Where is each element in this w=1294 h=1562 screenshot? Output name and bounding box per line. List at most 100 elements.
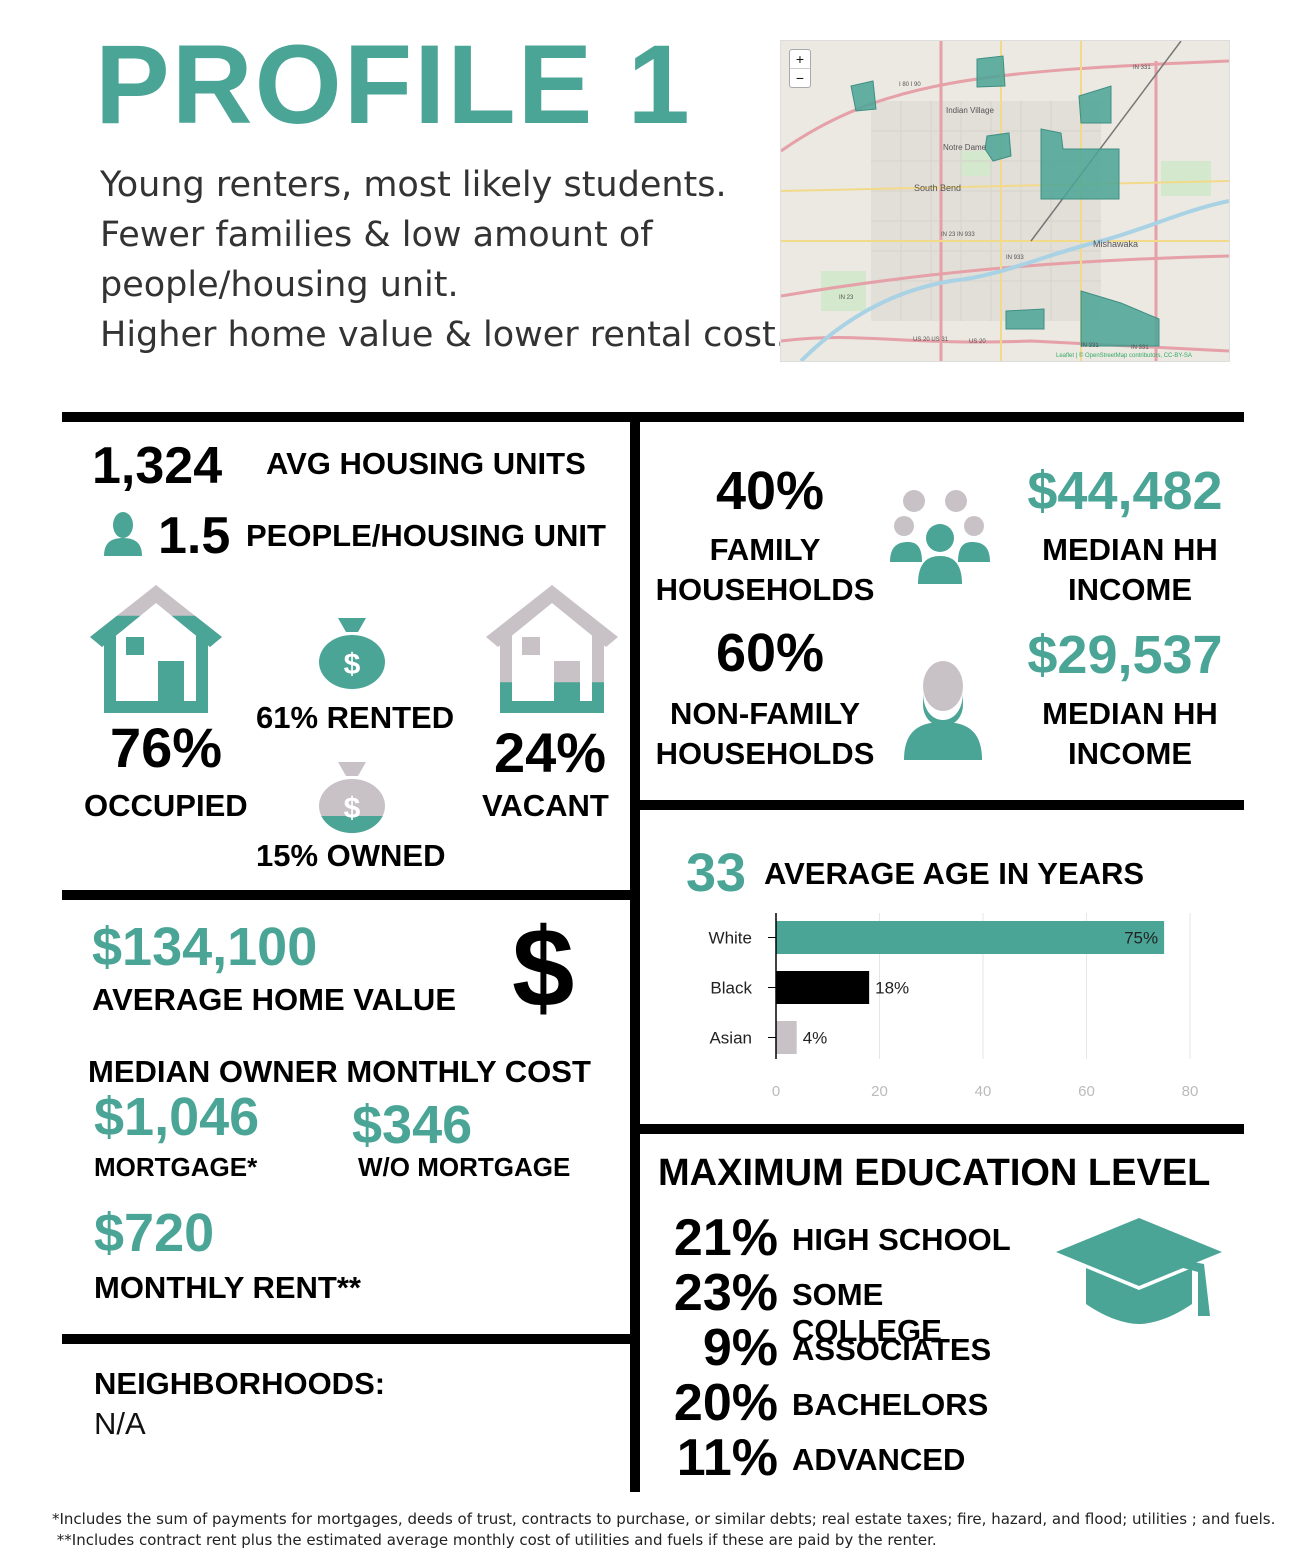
divider-left-1 [62, 890, 640, 900]
map-label: South Bend [914, 183, 961, 193]
label-line: HOUSEHOLDS [655, 736, 875, 771]
map-label: Indian Village [946, 106, 994, 115]
map-label: IN 23 IN 933 [941, 232, 975, 238]
map-label: IN 933 [1006, 255, 1024, 261]
no-mortgage-cost-value: $346 [352, 1095, 473, 1155]
map-label: I 80 I 90 [899, 82, 921, 88]
label-line: INCOME [1068, 736, 1192, 771]
education-label: BACHELORS [792, 1387, 989, 1422]
average-home-value: $134,100 [92, 917, 318, 977]
nonfamily-income-label: MEDIAN HH INCOME [1015, 694, 1245, 774]
family-households-label: FAMILY HOUSEHOLDS [650, 530, 880, 610]
education-row: 23% SOME COLLEGE [660, 1263, 1040, 1348]
average-age-label: AVERAGE AGE IN YEARS [764, 856, 1145, 891]
vacant-house-icon [486, 585, 618, 713]
divider-right-2 [640, 1124, 1244, 1134]
vacant-pct: 24% [494, 721, 607, 784]
education-row: 20% BACHELORS [660, 1373, 1040, 1432]
description-line: Fewer families & low amount of [100, 215, 653, 255]
occupied-pct: 76% [110, 716, 223, 779]
education-list: 21% HIGH SCHOOL 23% SOME COLLEGE 9% ASSO… [660, 1208, 1040, 1487]
dollar-sign-icon: $ [512, 905, 575, 1030]
divider-left-2 [62, 1334, 640, 1344]
chart-x-tick-label: 80 [1182, 1083, 1199, 1100]
chart-bar-black [776, 971, 870, 1004]
education-row: 11% ADVANCED [660, 1428, 1040, 1487]
education-heading: MAXIMUM EDUCATION LEVEL [658, 1152, 1211, 1194]
label-line: FAMILY [709, 532, 821, 567]
divider-right-1 [640, 800, 1244, 810]
profile-description: Young renters, most likely students. Few… [100, 160, 787, 360]
avg-housing-units-value: 1,324 [92, 437, 223, 495]
nonfamily-households-label: NON-FAMILY HOUSEHOLDS [650, 694, 880, 774]
label-line: INCOME [1068, 572, 1192, 607]
label-line: NON-FAMILY [669, 696, 861, 731]
no-mortgage-cost-label: W/O MORTGAGE [358, 1152, 571, 1182]
family-pct: 40% [715, 461, 825, 521]
zoom-in-button[interactable]: + [790, 50, 810, 69]
education-label: ASSOCIATES [792, 1332, 992, 1367]
single-person-icon [904, 661, 982, 760]
avg-housing-units-label: AVG HOUSING UNITS [266, 446, 586, 481]
label-line: HOUSEHOLDS [655, 572, 875, 607]
chart-category-label: White [709, 929, 752, 948]
map-label: IN 331 [1131, 345, 1149, 351]
family-group-icon [890, 490, 990, 584]
chart-bar-asian [776, 1021, 797, 1054]
svg-text:$: $ [344, 648, 361, 681]
owned-label: 15% OWNED [256, 838, 446, 873]
education-pct: 20% [673, 1374, 778, 1432]
education-pct: 21% [673, 1209, 778, 1267]
nonfamily-income-value: $29,537 [1027, 625, 1223, 685]
description-line: Young renters, most likely students. [100, 165, 727, 205]
occupied-label: OCCUPIED [84, 788, 248, 823]
education-row: 21% HIGH SCHOOL [660, 1208, 1040, 1267]
monthly-rent-value: $720 [94, 1203, 215, 1263]
chart-x-tick-label: 0 [772, 1083, 780, 1100]
region-map[interactable]: Indian Village Notre Dame South Bend Mis… [780, 40, 1230, 362]
map-label: IN 23 [839, 295, 854, 301]
education-label: SOME COLLEGE [792, 1277, 942, 1348]
map-label: Mishawaka [1093, 239, 1138, 249]
mortgage-cost-value: $1,046 [94, 1087, 260, 1147]
average-age-value: 33 [686, 843, 747, 903]
footnote-rent: **Includes contract rent plus the estima… [52, 1531, 937, 1549]
chart-data-label: 18% [875, 979, 909, 998]
money-bag-owned-icon: $ [319, 762, 385, 833]
average-home-value-label: AVERAGE HOME VALUE [92, 982, 456, 1017]
monthly-rent-label: MONTHLY RENT** [94, 1270, 361, 1305]
mortgage-cost-label: MORTGAGE* [94, 1152, 258, 1182]
family-income-value: $44,482 [1027, 461, 1223, 521]
chart-category-label: Asian [709, 1029, 752, 1048]
graduation-cap-icon [1056, 1218, 1222, 1324]
divider-top [62, 412, 1244, 422]
owner-monthly-cost-heading: MEDIAN OWNER MONTHLY COST [88, 1054, 591, 1089]
education-label: HIGH SCHOOL [792, 1222, 1011, 1257]
vacant-label: VACANT [482, 788, 609, 823]
chart-x-tick-label: 40 [975, 1083, 992, 1100]
nonfamily-pct: 60% [715, 623, 825, 683]
education-pct: 9% [702, 1319, 778, 1377]
svg-text:$: $ [344, 792, 361, 825]
zoom-out-button[interactable]: − [795, 70, 805, 86]
occupied-house-icon [90, 585, 222, 713]
map-zoom-control: + − [789, 49, 811, 88]
map-label: IN 331 [1133, 65, 1151, 71]
rented-label: 61% RENTED [256, 700, 455, 735]
people-per-unit-value: 1.5 [158, 507, 231, 565]
neighborhoods-heading: NEIGHBORHOODS: [94, 1366, 386, 1401]
description-line: Higher home value & lower rental cost. [100, 315, 787, 355]
education-row: 9% ASSOCIATES [660, 1318, 1040, 1377]
page-title: PROFILE 1 [95, 22, 692, 147]
race-bar-chart: 0 20 40 60 80 White 75% Black 18% Asian 4% [709, 913, 1199, 1100]
neighborhoods-value: N/A [94, 1406, 146, 1441]
chart-data-label: 75% [1124, 929, 1158, 948]
family-income-label: MEDIAN HH INCOME [1015, 530, 1245, 610]
chart-category-label: Black [710, 979, 752, 998]
map-label: IN 331 [1081, 343, 1099, 349]
map-attribution[interactable]: Leaflet | © OpenStreetMap contributors, … [1056, 352, 1192, 359]
chart-x-tick-label: 60 [1078, 1083, 1095, 1100]
label-line: MEDIAN HH [1042, 532, 1218, 567]
education-label: ADVANCED [792, 1442, 966, 1477]
money-bag-rented-icon: $ [319, 618, 385, 689]
